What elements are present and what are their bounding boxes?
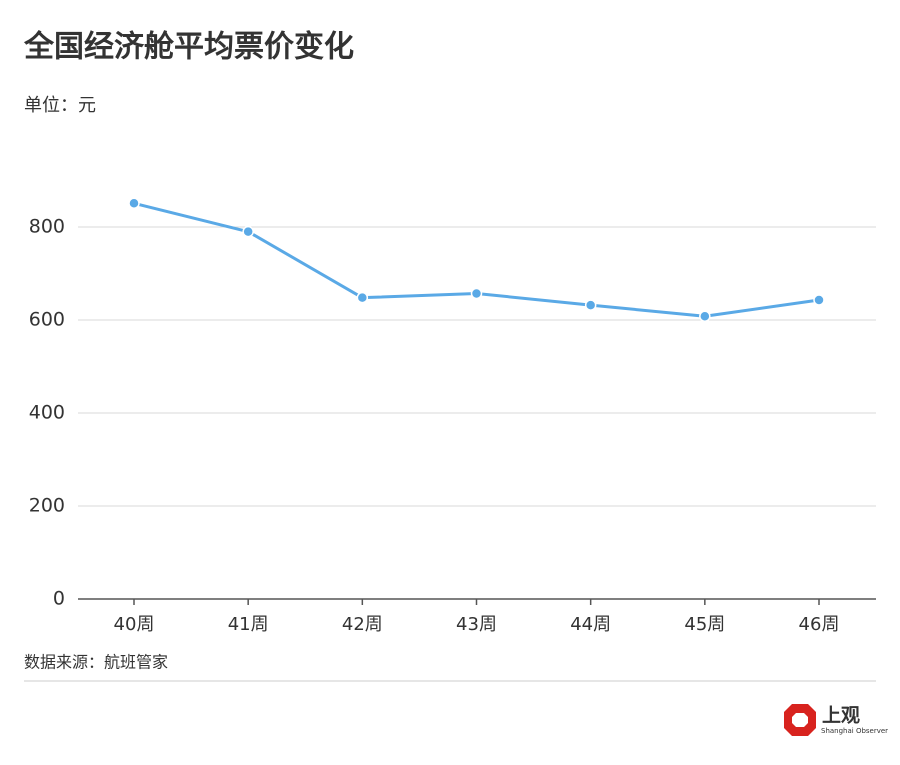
logo: 上观 Shanghai Observer: [784, 704, 888, 736]
point: [699, 310, 711, 323]
y-tick-label: 800: [29, 216, 65, 238]
x-tick-label: 41周: [228, 614, 269, 635]
y-tick-label: 400: [29, 402, 65, 424]
point: [470, 287, 483, 300]
point: [242, 225, 254, 238]
y-tick-label: 200: [29, 495, 65, 517]
point: [584, 299, 597, 311]
logo-icon-inner: [792, 713, 808, 727]
x-tick-label: 42周: [342, 614, 383, 635]
x-tick-label: 44周: [570, 614, 611, 635]
point: [813, 294, 825, 306]
chart-subtitle: 单位：元: [24, 95, 96, 116]
logo-subtext: Shanghai Observer: [821, 727, 888, 735]
logo-text: 上观: [822, 705, 860, 727]
x-tick-label: 40周: [114, 614, 155, 635]
y-tick-label: 0: [53, 588, 65, 610]
chart-title: 全国经济舱平均票价变化: [23, 30, 354, 65]
y-tick-label: 600: [29, 309, 65, 331]
x-tick-label: 46周: [799, 614, 840, 635]
x-tick-label: 43周: [456, 614, 497, 635]
source-note: 数据来源：航班管家: [24, 653, 168, 672]
x-tick-label: 45周: [684, 614, 725, 635]
point: [128, 197, 140, 210]
line: [133, 201, 820, 318]
point: [356, 291, 369, 304]
